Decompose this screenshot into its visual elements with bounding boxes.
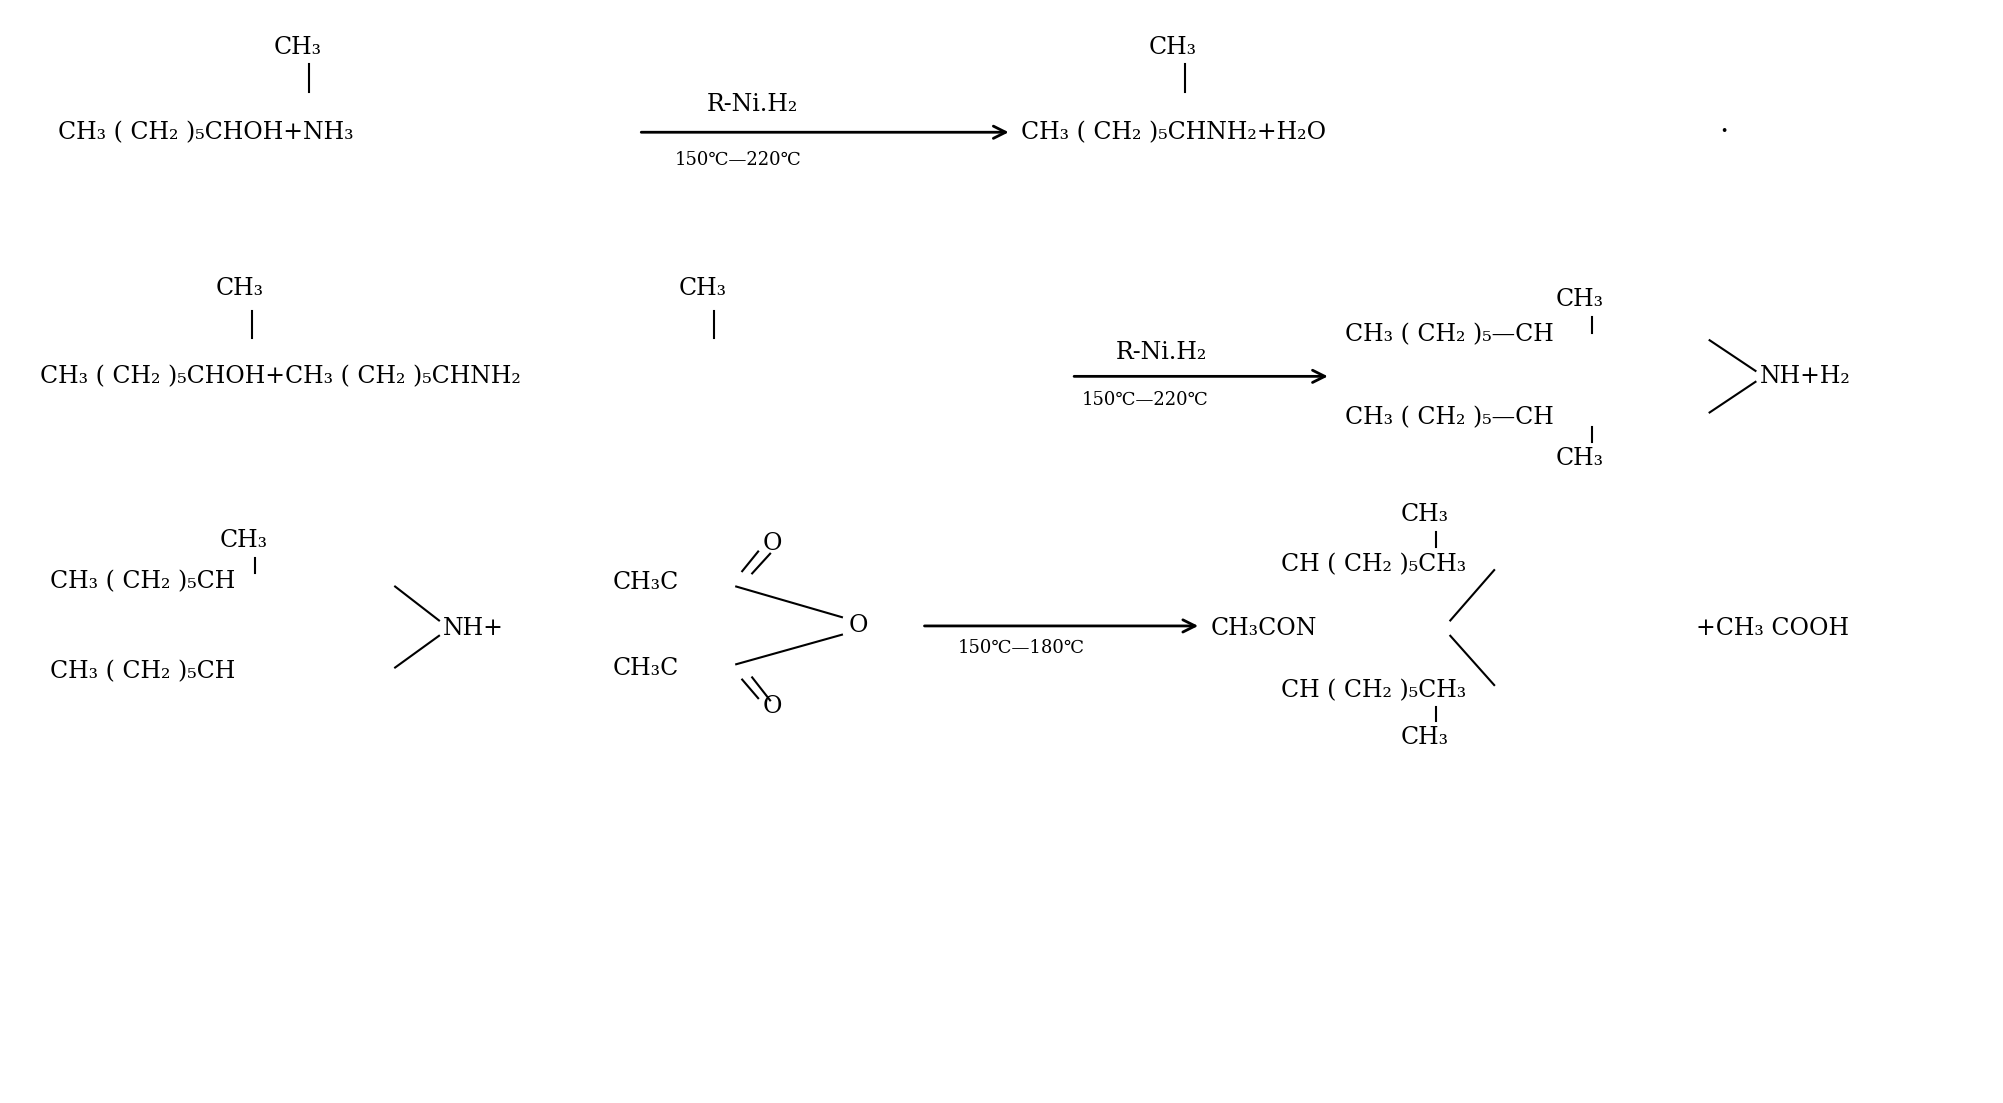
Text: CH₃ ( CH₂ )₅CH: CH₃ ( CH₂ )₅CH — [50, 570, 234, 593]
Text: O: O — [763, 533, 781, 555]
Text: CH₃: CH₃ — [220, 529, 268, 553]
Text: CH ( CH₂ )₅CH₃: CH ( CH₂ )₅CH₃ — [1280, 679, 1466, 702]
Text: CH₃: CH₃ — [1150, 36, 1198, 60]
Text: CH₃ ( CH₂ )₅CH: CH₃ ( CH₂ )₅CH — [50, 661, 234, 684]
Text: NH+H₂: NH+H₂ — [1759, 365, 1851, 388]
Text: CH₃: CH₃ — [1556, 288, 1604, 311]
Text: CH₃ ( CH₂ )₅CHOH+NH₃: CH₃ ( CH₂ )₅CHOH+NH₃ — [58, 120, 355, 143]
Text: CH₃C: CH₃C — [613, 570, 679, 593]
Text: R-Ni.H₂: R-Ni.H₂ — [1116, 341, 1206, 364]
Text: +CH₃ COOH: +CH₃ COOH — [1697, 617, 1849, 640]
Text: CH₃ ( CH₂ )₅CHOH+CH₃ ( CH₂ )₅CHNH₂: CH₃ ( CH₂ )₅CHOH+CH₃ ( CH₂ )₅CHNH₂ — [40, 365, 521, 388]
Text: 150℃—220℃: 150℃—220℃ — [1082, 392, 1208, 409]
Text: CH₃ ( CH₂ )₅—CH: CH₃ ( CH₂ )₅—CH — [1344, 406, 1554, 429]
Text: O: O — [763, 696, 781, 718]
Text: CH₃C: CH₃C — [613, 657, 679, 681]
Text: CH₃: CH₃ — [679, 277, 727, 300]
Text: O: O — [847, 614, 867, 638]
Text: CH₃ ( CH₂ )₅—CH: CH₃ ( CH₂ )₅—CH — [1344, 323, 1554, 346]
Text: 150℃—220℃: 150℃—220℃ — [675, 151, 801, 169]
Text: CH₃ ( CH₂ )₅CHNH₂+H₂O: CH₃ ( CH₂ )₅CHNH₂+H₂O — [1022, 120, 1326, 143]
Text: CH₃: CH₃ — [216, 277, 264, 300]
Text: 150℃—180℃: 150℃—180℃ — [957, 639, 1086, 656]
Text: CH₃: CH₃ — [272, 36, 320, 60]
Text: CH₃: CH₃ — [1556, 447, 1604, 470]
Text: CH ( CH₂ )₅CH₃: CH ( CH₂ )₅CH₃ — [1280, 553, 1466, 576]
Text: R-Ni.H₂: R-Ni.H₂ — [707, 94, 797, 117]
Text: NH+: NH+ — [443, 617, 505, 640]
Text: CH₃CON: CH₃CON — [1212, 617, 1318, 640]
Text: CH₃: CH₃ — [1400, 503, 1448, 526]
Text: ·: · — [1721, 118, 1729, 147]
Text: CH₃: CH₃ — [1400, 726, 1448, 749]
